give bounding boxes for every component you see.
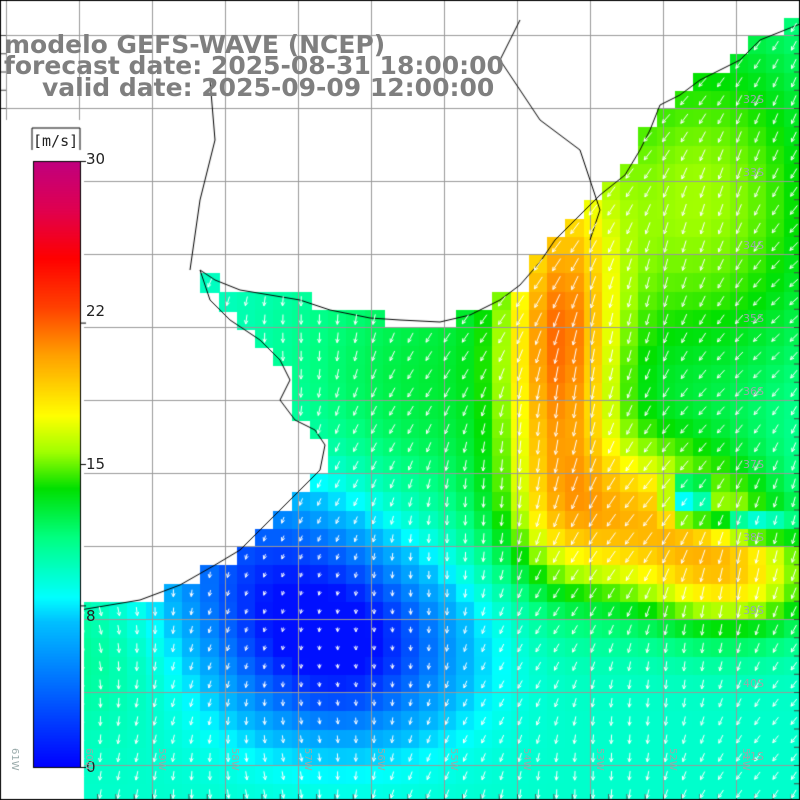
colorbar-tick-30: 30: [86, 150, 106, 168]
forecast-date: forecast date: 2025-08-31 18:00:00: [4, 51, 504, 80]
lon-label: 59W: [156, 748, 167, 771]
lat-label: 41S: [743, 750, 764, 763]
lon-label: 51W: [740, 748, 751, 771]
lat-label: 32S: [743, 93, 764, 106]
colorbar-tick-0: 0: [86, 758, 96, 776]
lon-label: 56W: [375, 748, 386, 771]
lat-label: 39S: [743, 604, 764, 617]
lat-label: 40S: [743, 677, 764, 690]
lat-label: 37S: [743, 458, 764, 471]
lat-label: 36S: [743, 385, 764, 398]
lon-label: 53W: [594, 748, 605, 771]
colorbar-tick-22: 22: [86, 302, 106, 320]
lon-label: 55W: [448, 748, 459, 771]
colorbar-tick-8: 8: [86, 607, 96, 625]
lon-label: 57W: [302, 748, 313, 771]
lat-label: 38S: [743, 531, 764, 544]
lon-label: 60W: [83, 748, 94, 771]
colorbar-unit: [m/s]: [33, 132, 79, 150]
model-title: modelo GEFS-WAVE (NCEP): [4, 30, 386, 59]
lon-label: 61W: [9, 748, 20, 771]
lon-label: 52W: [667, 748, 678, 771]
colorbar-tick-15: 15: [86, 455, 106, 473]
lat-label: 35S: [743, 312, 764, 325]
valid-date: valid date: 2025-09-09 12:00:00: [42, 73, 495, 102]
lat-label: 34S: [743, 239, 764, 252]
lon-label: 54W: [521, 748, 532, 771]
lon-label: 58W: [229, 748, 240, 771]
lat-label: 33S: [743, 166, 764, 179]
